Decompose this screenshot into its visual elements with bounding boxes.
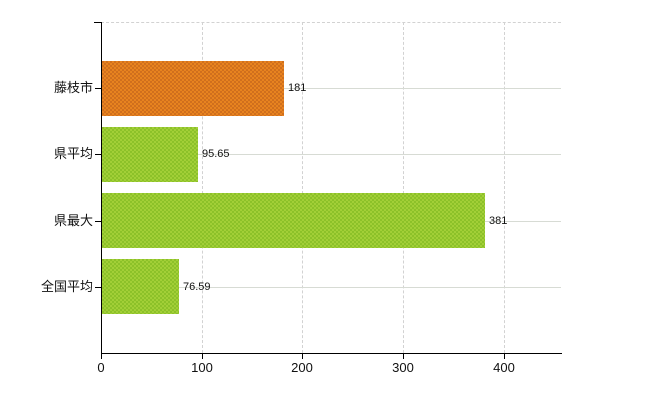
y-tick [95, 287, 101, 288]
x-tick-label: 300 [392, 360, 414, 375]
category-gridline [101, 88, 561, 89]
plot-top-gridline [101, 22, 561, 23]
bar-value-label: 381 [489, 215, 508, 227]
x-tick-label: 0 [97, 360, 105, 375]
y-tick [95, 154, 101, 155]
x-gridline [504, 22, 505, 353]
y-axis [101, 22, 102, 354]
x-gridline [202, 22, 203, 353]
bar-value-label: 95.65 [202, 148, 230, 160]
category-gridline [101, 287, 561, 288]
x-tick [202, 353, 203, 359]
y-tick [95, 221, 101, 222]
x-axis [101, 353, 562, 354]
bar-value-label: 76.59 [183, 281, 211, 293]
x-tick [302, 353, 303, 359]
x-tick [403, 353, 404, 359]
x-gridline [302, 22, 303, 353]
y-tick [95, 88, 101, 89]
x-tick-label: 400 [493, 360, 515, 375]
category-label: 藤枝市 [53, 80, 93, 95]
city-bar-orange [102, 61, 284, 116]
x-gridline [403, 22, 404, 353]
x-tick-label: 200 [291, 360, 313, 375]
x-tick [504, 353, 505, 359]
category-label: 全国平均 [40, 279, 93, 294]
stat-bar-green [102, 127, 198, 182]
x-tick-label: 100 [191, 360, 213, 375]
stat-bar-green [102, 259, 179, 314]
category-label: 県最大 [53, 213, 93, 228]
category-gridline [101, 154, 561, 155]
y-axis-top-tick [94, 22, 101, 23]
x-tick [101, 353, 102, 359]
stat-bar-green [102, 193, 485, 248]
bar-value-label: 181 [288, 82, 307, 94]
category-label: 県平均 [53, 146, 93, 161]
